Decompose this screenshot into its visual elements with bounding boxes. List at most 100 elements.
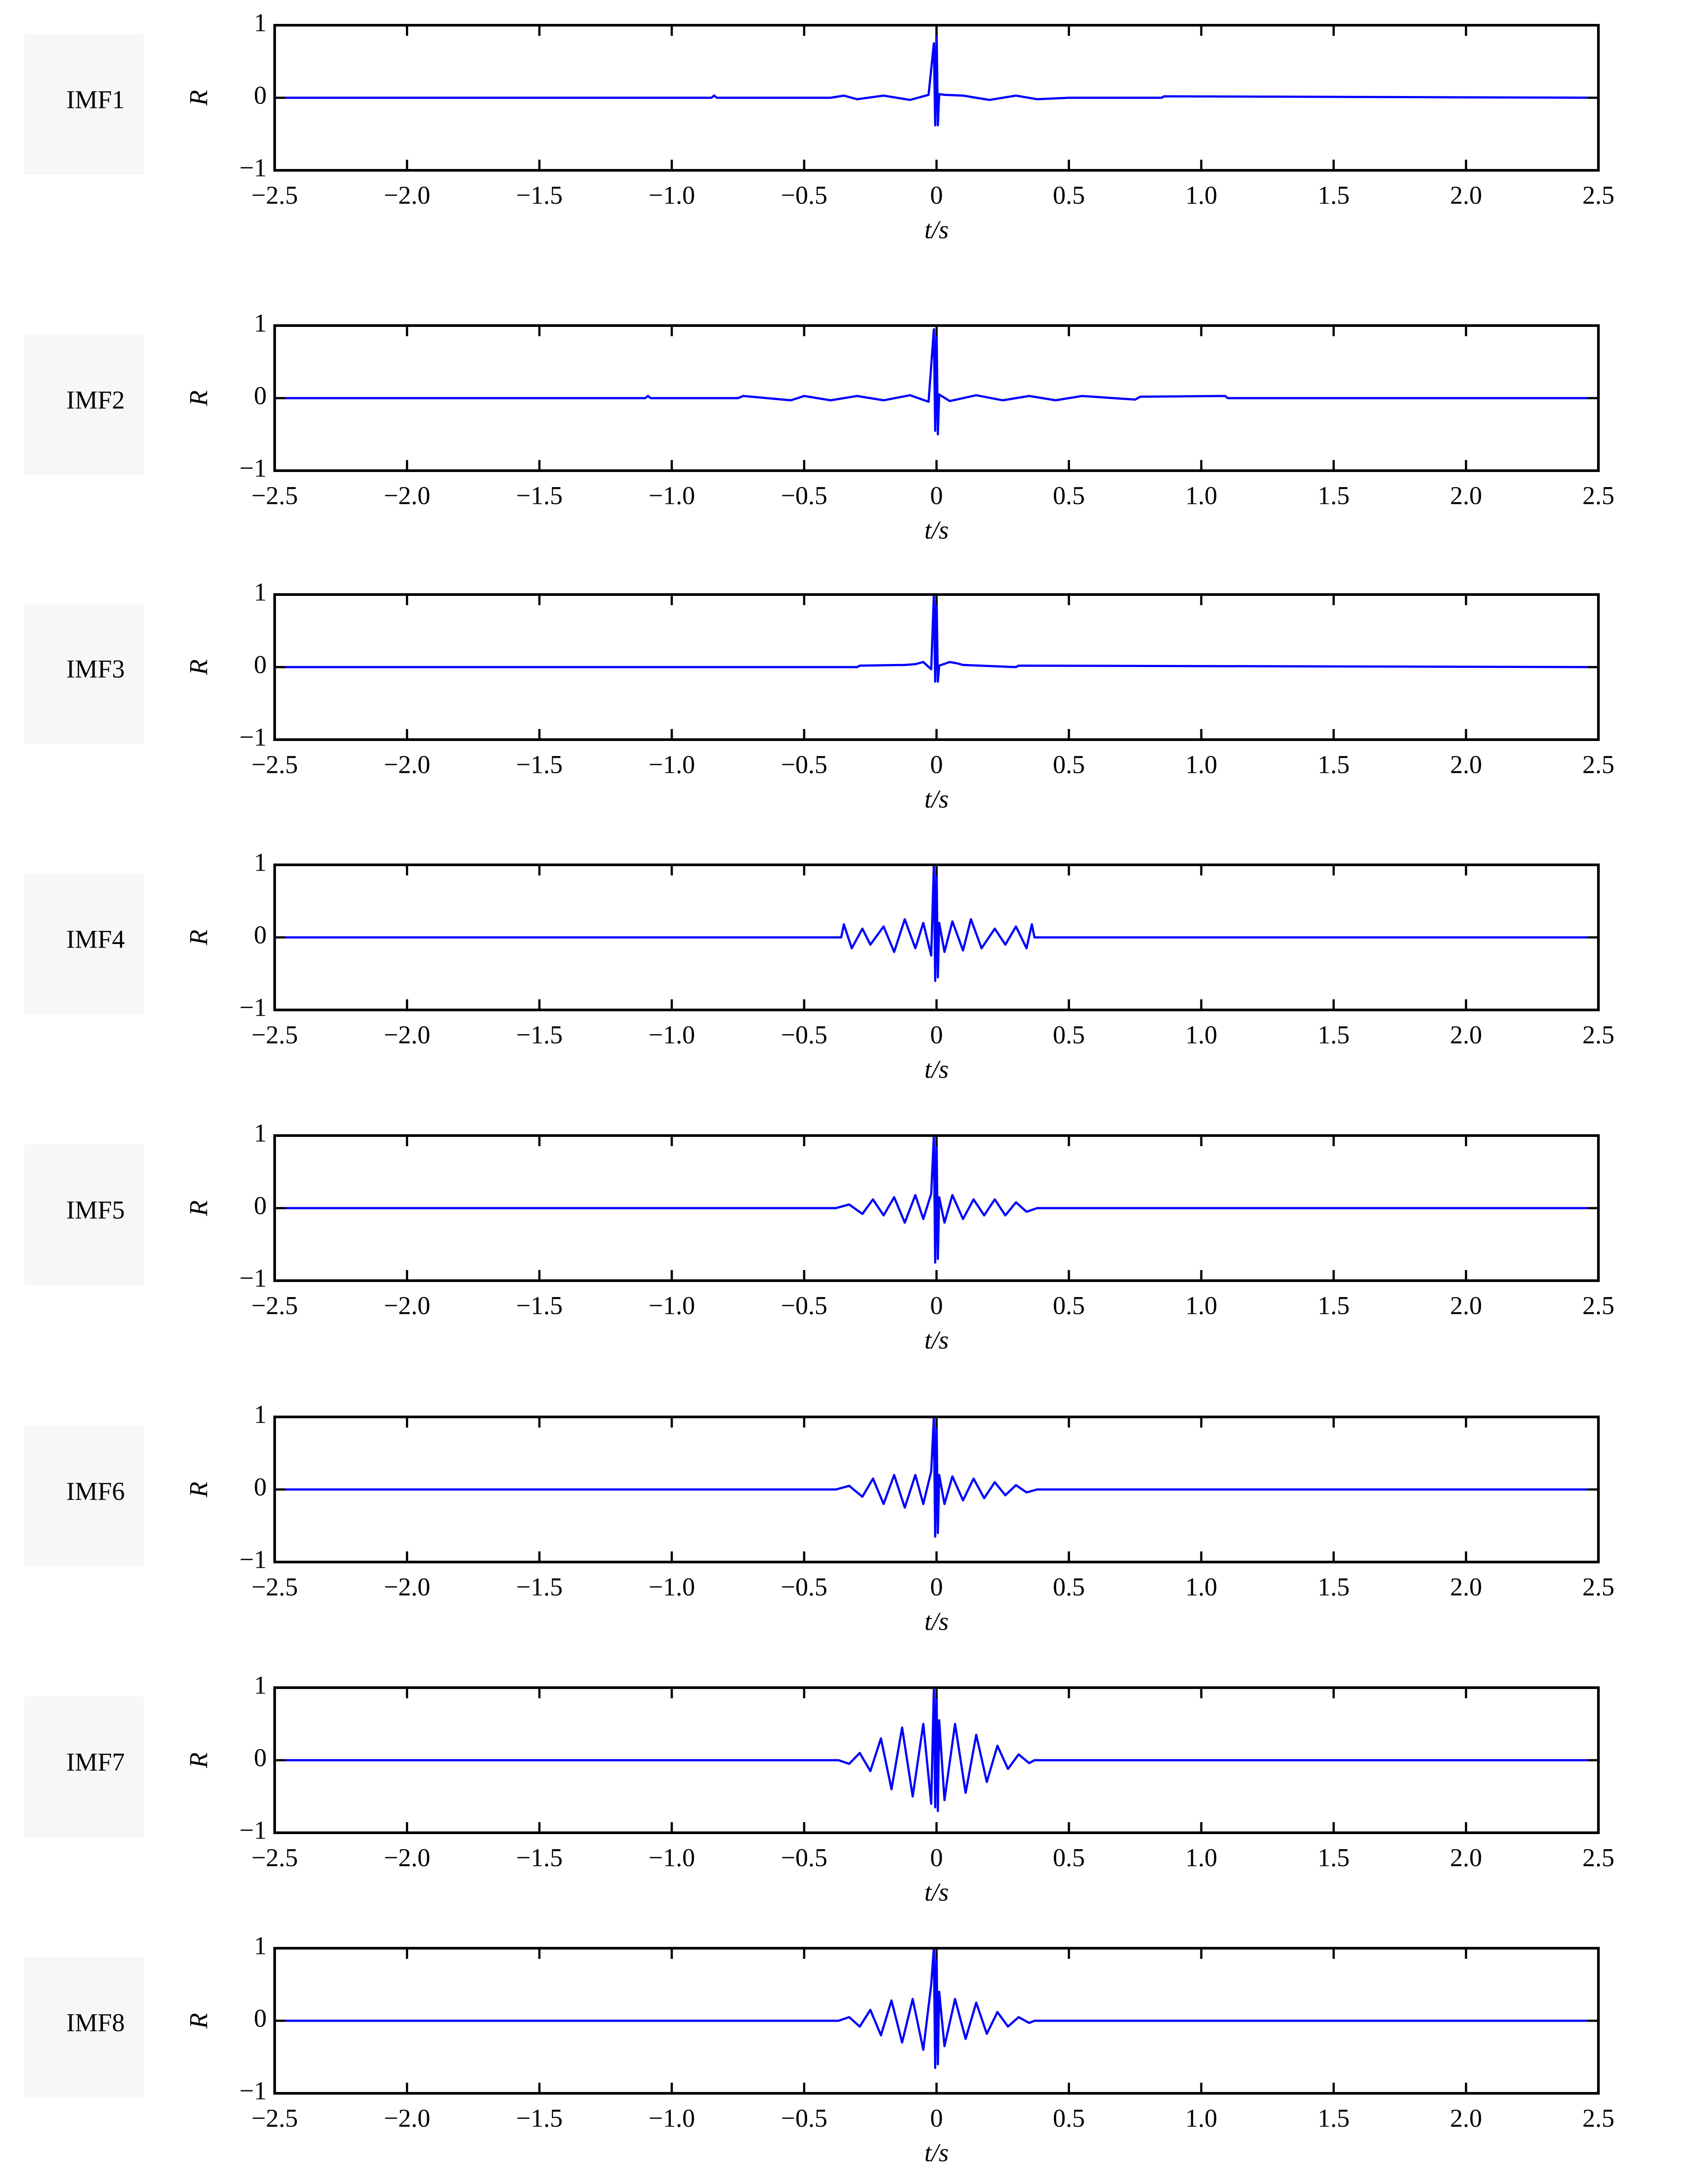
panel-label: IMF6 <box>66 1477 125 1505</box>
x-tick-label: −0.5 <box>781 1572 828 1601</box>
x-tick-label: −1.5 <box>516 180 563 209</box>
y-tick-label: −1 <box>239 722 267 751</box>
y-tick-label: 0 <box>254 1191 267 1220</box>
x-axis-label: t/s <box>924 2138 949 2167</box>
plot-frame <box>273 864 1600 1011</box>
x-tick-label: 1.0 <box>1185 180 1218 209</box>
x-tick-label: 1.5 <box>1318 1843 1350 1872</box>
label-box <box>24 1426 144 1566</box>
x-tick-label: −2.5 <box>251 2103 298 2132</box>
x-tick-label: 0.5 <box>1053 1020 1085 1049</box>
y-tick-label: 1 <box>254 848 267 876</box>
plot-frame <box>273 24 1600 172</box>
x-tick-label: −2.5 <box>251 180 298 209</box>
x-tick-label: −0.5 <box>781 1291 828 1320</box>
y-tick-label: −1 <box>239 1545 267 1574</box>
y-tick-label: 1 <box>254 1670 267 1699</box>
x-axis-label: t/s <box>924 515 949 544</box>
signal-line <box>275 324 1598 436</box>
x-tick-label: 1.5 <box>1318 180 1350 209</box>
signal-line <box>275 1416 1598 1538</box>
x-axis-label: t/s <box>924 1325 949 1354</box>
y-tick-label: 1 <box>254 308 267 337</box>
x-tick-label: 0.5 <box>1053 481 1085 510</box>
x-tick-label: −2.0 <box>384 180 430 209</box>
x-tick-label: −2.0 <box>384 2103 430 2132</box>
y-tick-label: −1 <box>239 1263 267 1292</box>
x-tick-label: 0 <box>930 1843 943 1872</box>
x-tick-label: −2.5 <box>251 1291 298 1320</box>
y-tick-label: −1 <box>239 153 267 182</box>
x-tick-label: −2.5 <box>251 1572 298 1601</box>
x-tick-label: 2.5 <box>1582 1572 1615 1601</box>
panel-label: IMF5 <box>66 1195 125 1224</box>
x-tick-label: 0.5 <box>1053 2103 1085 2132</box>
x-tick-label: 1.0 <box>1185 1020 1218 1049</box>
x-tick-label: −2.0 <box>384 750 430 779</box>
y-axis-label: R <box>184 659 213 675</box>
x-tick-label: 1.0 <box>1185 1572 1218 1601</box>
signal-line <box>275 1947 1598 2069</box>
label-box <box>24 1144 144 1285</box>
x-tick-label: −2.5 <box>251 1843 298 1872</box>
x-tick-label: 0 <box>930 2103 943 2132</box>
label-box <box>24 874 144 1014</box>
x-tick-label: 1.5 <box>1318 1291 1350 1320</box>
x-tick-label: 0.5 <box>1053 180 1085 209</box>
signal-line <box>275 1686 1598 1812</box>
x-tick-label: −2.0 <box>384 1291 430 1320</box>
x-tick-label: 2.0 <box>1450 180 1482 209</box>
x-tick-label: 0 <box>930 1020 943 1049</box>
y-axis-label: R <box>184 1200 213 1216</box>
x-tick-label: 2.5 <box>1582 180 1615 209</box>
x-tick-label: −2.5 <box>251 750 298 779</box>
x-tick-label: 0.5 <box>1053 750 1085 779</box>
x-tick-label: 2.5 <box>1582 1843 1615 1872</box>
plot-frame <box>273 1134 1600 1282</box>
x-tick-label: 2.5 <box>1582 1020 1615 1049</box>
y-tick-label: 0 <box>254 2004 267 2032</box>
panel-label: IMF8 <box>66 2008 125 2037</box>
x-tick-label: 2.0 <box>1450 1020 1482 1049</box>
x-tick-label: −1.5 <box>516 1572 563 1601</box>
x-tick-label: 2.0 <box>1450 1843 1482 1872</box>
y-axis-label: R <box>184 1482 213 1497</box>
x-tick-label: 2.5 <box>1582 2103 1615 2132</box>
x-tick-label: 1.5 <box>1318 1572 1350 1601</box>
y-tick-label: −1 <box>239 2076 267 2105</box>
y-tick-label: 1 <box>254 8 267 37</box>
x-tick-label: 1.0 <box>1185 1291 1218 1320</box>
x-tick-label: −2.0 <box>384 1572 430 1601</box>
label-box <box>24 603 144 744</box>
y-tick-label: 0 <box>254 1743 267 1772</box>
x-tick-label: 0.5 <box>1053 1843 1085 1872</box>
panel-label: IMF1 <box>66 85 125 114</box>
label-box <box>24 1697 144 1837</box>
x-tick-label: −1.0 <box>648 1572 695 1601</box>
y-tick-label: −1 <box>239 453 267 482</box>
x-tick-label: 0 <box>930 1572 943 1601</box>
signal-line <box>275 1134 1598 1264</box>
x-tick-label: 2.5 <box>1582 481 1615 510</box>
x-tick-label: −1.5 <box>516 1291 563 1320</box>
x-tick-label: −1.0 <box>648 1020 695 1049</box>
x-tick-label: 0 <box>930 481 943 510</box>
x-tick-label: −2.0 <box>384 481 430 510</box>
x-tick-label: −1.0 <box>648 1843 695 1872</box>
x-axis-label: t/s <box>924 784 949 813</box>
y-tick-label: 1 <box>254 1400 267 1428</box>
plot-frame <box>273 593 1600 741</box>
x-axis-label: t/s <box>924 1607 949 1635</box>
x-tick-label: 2.5 <box>1582 750 1615 779</box>
x-tick-label: −1.0 <box>648 750 695 779</box>
plot-frame <box>273 1686 1600 1834</box>
x-tick-label: −2.5 <box>251 1020 298 1049</box>
y-tick-label: 1 <box>254 1118 267 1147</box>
x-tick-label: 2.0 <box>1450 1291 1482 1320</box>
x-tick-label: 0 <box>930 180 943 209</box>
x-tick-label: −1.5 <box>516 1020 563 1049</box>
x-tick-label: 2.0 <box>1450 750 1482 779</box>
label-box <box>24 334 144 475</box>
x-tick-label: −0.5 <box>781 1843 828 1872</box>
